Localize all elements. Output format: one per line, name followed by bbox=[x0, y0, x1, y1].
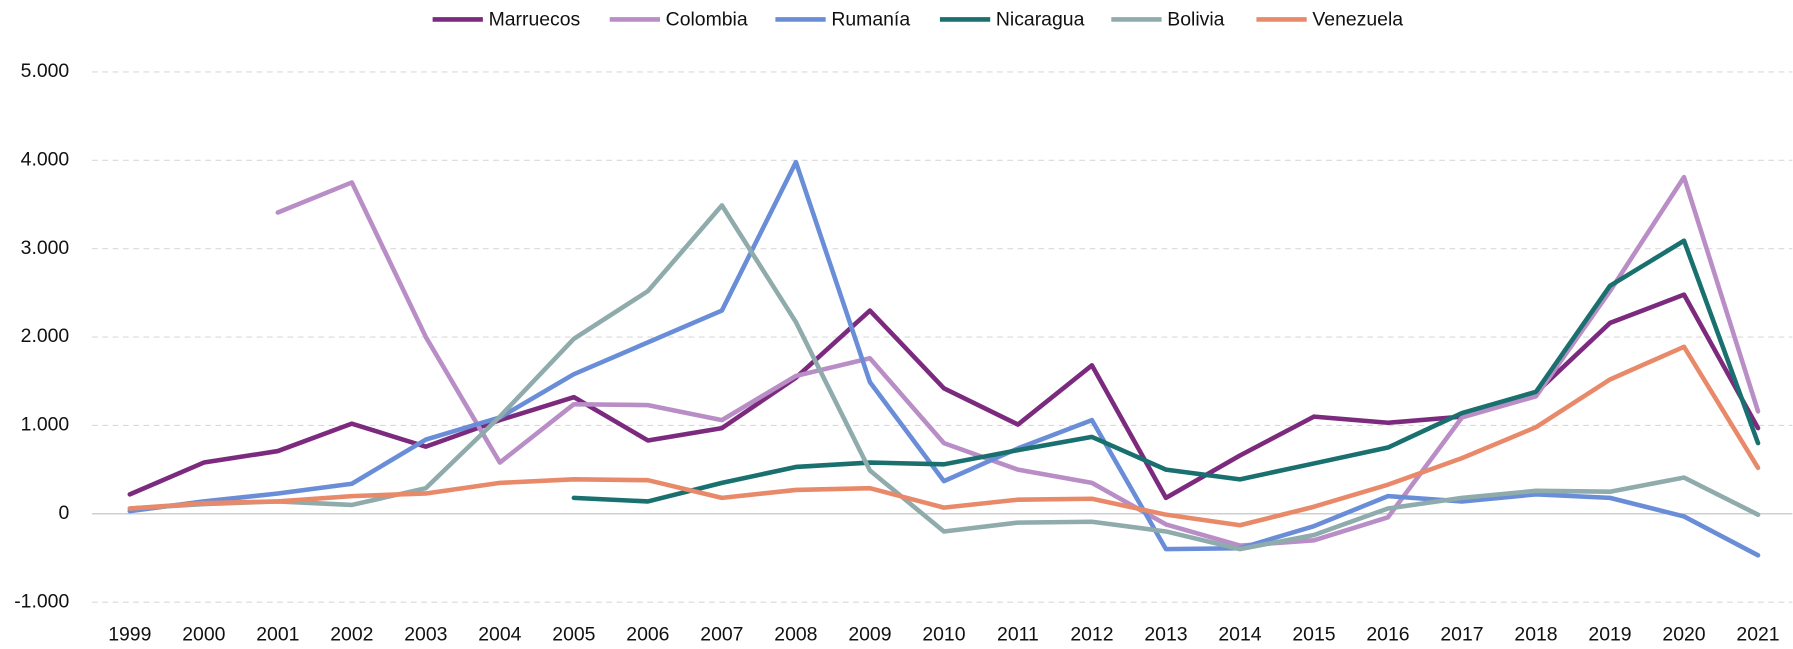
x-tick-label: 2020 bbox=[1662, 623, 1705, 645]
y-tick-label: 0 bbox=[58, 502, 69, 524]
series-line bbox=[275, 174, 1761, 548]
x-tick-label: 2008 bbox=[774, 623, 817, 645]
x-tick-label: 1999 bbox=[108, 623, 151, 645]
y-tick-label: 3.000 bbox=[21, 237, 70, 259]
x-tick-label: 2007 bbox=[700, 623, 743, 645]
legend-label: Venezuela bbox=[1312, 9, 1403, 31]
y-tick-label: 2.000 bbox=[21, 325, 70, 347]
x-tick-label: 2016 bbox=[1366, 623, 1409, 645]
y-tick-label: 1.000 bbox=[21, 414, 70, 436]
series-line bbox=[127, 344, 1761, 528]
x-tick-label: 2017 bbox=[1440, 623, 1483, 645]
legend-label: Marruecos bbox=[489, 9, 581, 31]
x-tick-label: 2009 bbox=[848, 623, 891, 645]
x-tick-label: 2002 bbox=[330, 623, 373, 645]
x-tick-label: 2013 bbox=[1144, 623, 1187, 645]
series-line bbox=[571, 238, 1761, 504]
y-tick-label: -1.000 bbox=[14, 590, 69, 612]
x-tick-label: 2021 bbox=[1736, 623, 1779, 645]
y-tick-label: 4.000 bbox=[21, 148, 70, 170]
x-tick-label: 2018 bbox=[1514, 623, 1557, 645]
x-tick-label: 2001 bbox=[256, 623, 299, 645]
x-tick-label: 2003 bbox=[404, 623, 447, 645]
legend-label: Rumanía bbox=[831, 9, 910, 31]
x-tick-label: 2005 bbox=[552, 623, 595, 645]
x-tick-label: 2015 bbox=[1292, 623, 1335, 645]
legend-label: Bolivia bbox=[1167, 9, 1224, 31]
x-tick-label: 2000 bbox=[182, 623, 225, 645]
x-tick-label: 2011 bbox=[997, 623, 1039, 645]
x-tick-label: 2006 bbox=[626, 623, 669, 645]
legend-label: Colombia bbox=[666, 9, 748, 31]
y-tick-label: 5.000 bbox=[21, 60, 70, 82]
x-tick-label: 2012 bbox=[1070, 623, 1113, 645]
x-tick-label: 2004 bbox=[478, 623, 521, 645]
series-line bbox=[127, 159, 1761, 558]
legend-label: Nicaragua bbox=[996, 9, 1085, 31]
x-tick-label: 2019 bbox=[1588, 623, 1631, 645]
x-tick-label: 2010 bbox=[922, 623, 965, 645]
x-tick-label: 2014 bbox=[1218, 623, 1261, 645]
